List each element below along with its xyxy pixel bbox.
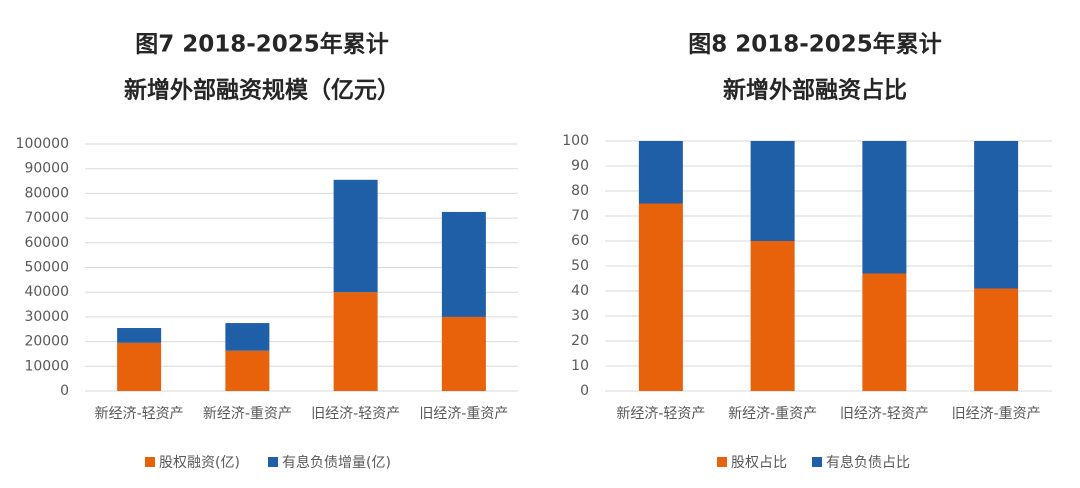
legend-label: 股权融资(亿) xyxy=(159,455,240,471)
y-tick-label: 90 xyxy=(571,158,589,174)
bar-segment xyxy=(638,141,683,204)
bar-segment xyxy=(974,288,1019,391)
y-tick-label: 100 xyxy=(562,133,589,149)
bar-segment xyxy=(862,141,907,274)
legend-swatch xyxy=(268,457,278,467)
y-tick-label: 20000 xyxy=(24,334,69,350)
legend-swatch xyxy=(145,457,155,467)
legend-label: 股权占比 xyxy=(731,455,787,471)
x-tick-label: 新经济-轻资产 xyxy=(95,406,184,422)
legend-swatch xyxy=(717,457,727,467)
chart-title: 新增外部融资占比 xyxy=(723,77,907,104)
y-tick-label: 30 xyxy=(571,308,589,324)
bar-segment xyxy=(750,241,795,391)
chart-title: 新增外部融资规模（亿元） xyxy=(124,77,400,104)
x-tick-label: 新经济-轻资产 xyxy=(616,406,705,422)
legend-swatch xyxy=(812,457,822,467)
bar-segment xyxy=(441,316,486,391)
bar-segment xyxy=(974,141,1019,289)
bar-segment xyxy=(333,292,378,391)
y-tick-label: 30000 xyxy=(24,309,69,325)
y-tick-label: 50 xyxy=(571,258,589,274)
y-tick-label: 80000 xyxy=(24,185,69,201)
legend-label: 有息负债增量(亿) xyxy=(282,454,391,471)
y-tick-label: 0 xyxy=(580,383,589,399)
chart-title: 图7 2018-2025年累计 xyxy=(135,31,389,58)
bar-segment xyxy=(333,179,378,293)
y-tick-label: 100000 xyxy=(16,136,69,152)
bar-segment xyxy=(225,323,270,351)
bar-segment xyxy=(441,211,486,317)
x-tick-label: 旧经济-重资产 xyxy=(952,406,1041,422)
y-tick-label: 70000 xyxy=(24,210,69,226)
y-tick-label: 70 xyxy=(571,208,589,224)
bar-segment xyxy=(117,342,162,391)
bar-segment xyxy=(862,273,907,391)
x-tick-label: 旧经济-轻资产 xyxy=(840,406,929,422)
y-tick-label: 10 xyxy=(571,358,589,374)
y-tick-label: 40000 xyxy=(24,284,69,300)
y-tick-label: 80 xyxy=(571,183,589,199)
bar-segment xyxy=(117,328,162,343)
chart-title: 图8 2018-2025年累计 xyxy=(688,31,942,58)
x-tick-label: 旧经济-轻资产 xyxy=(311,406,400,422)
y-tick-label: 60 xyxy=(571,233,589,249)
legend-label: 有息负债占比 xyxy=(826,454,910,471)
y-tick-label: 60000 xyxy=(24,235,69,251)
y-tick-label: 50000 xyxy=(24,260,69,276)
y-tick-label: 20 xyxy=(571,333,589,349)
y-tick-label: 0 xyxy=(60,383,69,399)
bar-segment xyxy=(750,141,795,241)
bar-segment xyxy=(638,203,683,391)
bar-segment xyxy=(225,350,270,391)
y-tick-label: 10000 xyxy=(24,358,69,374)
x-tick-label: 新经济-重资产 xyxy=(203,406,292,422)
x-tick-label: 旧经济-重资产 xyxy=(419,406,508,422)
y-tick-label: 90000 xyxy=(24,161,69,177)
y-tick-label: 40 xyxy=(571,283,589,299)
x-tick-label: 新经济-重资产 xyxy=(728,406,817,422)
